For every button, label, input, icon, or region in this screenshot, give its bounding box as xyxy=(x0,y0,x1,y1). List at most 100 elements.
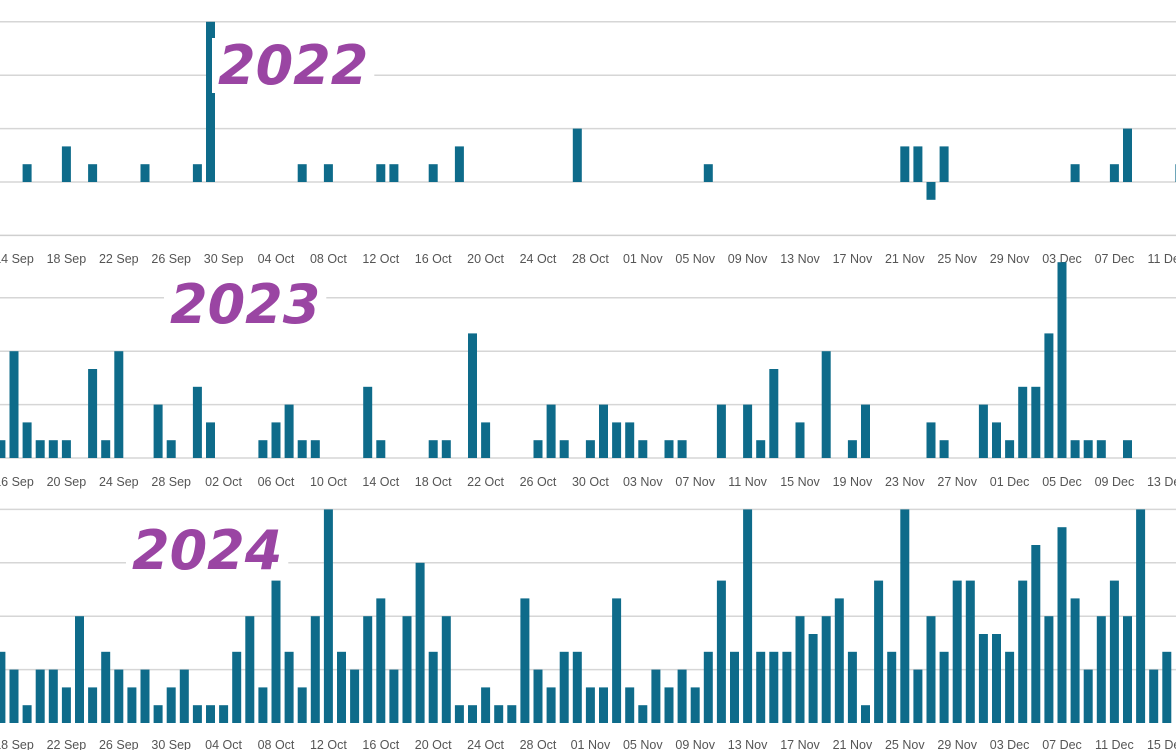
x-tick-label: 08 Oct xyxy=(258,738,295,750)
bar xyxy=(1005,651,1015,723)
bar xyxy=(677,440,687,458)
bar xyxy=(703,651,713,723)
x-tick-label: 28 Oct xyxy=(572,252,609,266)
bar xyxy=(376,598,386,723)
bar xyxy=(677,669,687,723)
x-tick-label: 11 Dec xyxy=(1147,252,1176,266)
x-axis-ticks-2024: 18 Sep 22 Sep 26 Sep 30 Sep 04 Oct 08 Oct 12 O… xyxy=(0,738,1176,750)
bar xyxy=(743,404,753,458)
bar xyxy=(114,351,124,458)
bar xyxy=(716,580,726,723)
x-tick-label: 14 Sep xyxy=(0,252,34,266)
bar xyxy=(179,669,189,723)
bar xyxy=(192,705,202,723)
bar xyxy=(585,440,595,458)
bar xyxy=(847,440,857,458)
year-label-background xyxy=(164,277,327,332)
bar xyxy=(61,440,71,458)
bar xyxy=(166,687,176,723)
bar xyxy=(612,422,622,458)
bar xyxy=(494,705,504,723)
bar xyxy=(9,669,19,723)
bar xyxy=(1070,164,1080,182)
x-tick-label: 16 Oct xyxy=(362,738,399,750)
x-tick-label: 20 Oct xyxy=(467,252,504,266)
bar xyxy=(651,669,661,723)
x-tick-label: 09 Dec xyxy=(1095,475,1135,489)
x-tick-label: 04 Oct xyxy=(205,738,242,750)
chart-2023: 16 Sep 20 Sep 24 Sep 28 Sep 02 Oct 06 Oct 10 O… xyxy=(0,262,1176,489)
bar xyxy=(625,687,635,723)
bar xyxy=(1149,669,1159,723)
bar xyxy=(350,669,360,723)
x-tick-label: 28 Oct xyxy=(520,738,557,750)
x-tick-label: 08 Oct xyxy=(310,252,347,266)
x-tick-label: 29 Nov xyxy=(937,738,977,750)
bar xyxy=(61,146,71,182)
bar xyxy=(507,705,517,723)
bar xyxy=(664,687,674,723)
bar xyxy=(808,634,818,723)
x-tick-label: 09 Nov xyxy=(728,252,768,266)
bar xyxy=(992,634,1001,723)
bar xyxy=(756,651,766,723)
bar xyxy=(795,616,805,723)
x-tick-label: 10 Oct xyxy=(310,475,347,489)
x-axis-ticks-2022: 14 Sep 18 Sep 22 Sep 26 Sep 30 Sep 04 Oct 08 O… xyxy=(0,252,1176,266)
bar xyxy=(1109,580,1119,723)
bar xyxy=(363,386,373,458)
bar xyxy=(127,687,137,723)
x-tick-label: 23 Nov xyxy=(885,475,925,489)
bar xyxy=(481,687,491,723)
bar xyxy=(913,669,923,723)
bar xyxy=(926,616,936,723)
x-tick-label: 21 Nov xyxy=(833,738,873,750)
bar xyxy=(821,351,831,458)
bar xyxy=(861,705,870,723)
bar xyxy=(599,404,608,458)
x-tick-label: 30 Sep xyxy=(151,738,191,750)
x-tick-label: 05 Nov xyxy=(675,252,715,266)
year-label-2023: 2023 xyxy=(170,273,320,336)
bar xyxy=(245,616,255,723)
x-tick-label: 28 Sep xyxy=(151,475,191,489)
bar xyxy=(22,705,32,723)
bar xyxy=(1123,128,1132,182)
x-tick-label: 15 Nov xyxy=(780,475,820,489)
x-tick-label: 14 Oct xyxy=(362,475,399,489)
bar xyxy=(1044,616,1054,723)
bar xyxy=(1162,651,1172,723)
bar xyxy=(782,651,792,723)
x-tick-label: 11 Dec xyxy=(1095,738,1134,750)
bar xyxy=(730,651,739,723)
bar xyxy=(533,440,543,458)
bar xyxy=(415,562,425,723)
bar xyxy=(756,440,766,458)
bar xyxy=(284,404,294,458)
bar xyxy=(572,651,582,723)
bar xyxy=(926,182,936,200)
x-tick-label: 22 Oct xyxy=(467,475,504,489)
x-tick-label: 05 Nov xyxy=(623,738,663,750)
bar xyxy=(258,687,268,723)
bar xyxy=(939,440,949,458)
x-tick-label: 24 Sep xyxy=(99,475,139,489)
year-label-2024: 2024 xyxy=(132,519,282,582)
x-tick-label: 07 Dec xyxy=(1095,252,1135,266)
bar xyxy=(900,146,910,182)
x-tick-label: 21 Nov xyxy=(885,252,925,266)
bar xyxy=(1005,440,1015,458)
x-tick-label: 03 Dec xyxy=(990,738,1030,750)
x-tick-label: 20 Sep xyxy=(47,475,87,489)
bar xyxy=(363,616,373,723)
bar xyxy=(585,687,595,723)
x-tick-label: 22 Sep xyxy=(99,252,139,266)
x-tick-label: 17 Nov xyxy=(780,738,820,750)
bar xyxy=(88,369,98,458)
x-tick-label: 27 Nov xyxy=(937,475,977,489)
bar xyxy=(913,146,923,182)
bar xyxy=(533,669,543,723)
x-tick-label: 24 Oct xyxy=(467,738,504,750)
x-tick-label: 25 Nov xyxy=(937,252,977,266)
x-axis-ticks-2023: 16 Sep 20 Sep 24 Sep 28 Sep 02 Oct 06 Oct 10 O… xyxy=(0,475,1176,489)
